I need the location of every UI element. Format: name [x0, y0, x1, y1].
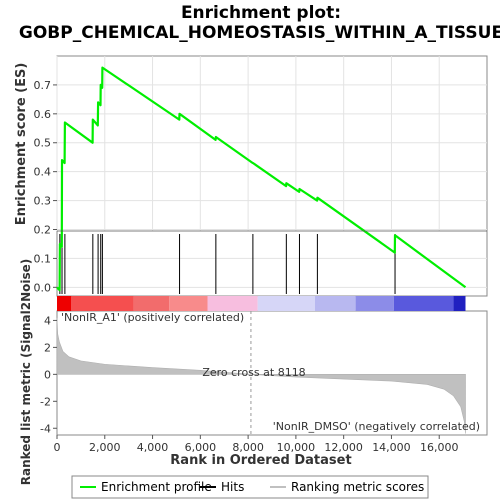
metric-tick-label: 4 [44, 314, 51, 327]
legend-label: Ranking metric scores [291, 480, 424, 494]
x-tick-label: 16,000 [420, 441, 459, 454]
es-axis-ticks: 0.0 0.1 0.2 0.3 0.4 0.5 0.6 0.7 [34, 79, 58, 294]
positive-correlation-label: 'NonIR_A1' (positively correlated) [61, 311, 244, 324]
x-tick-label: 4,000 [137, 441, 169, 454]
es-tick-label: 0.2 [34, 223, 52, 236]
es-tick-label: 0.1 [34, 252, 52, 265]
metric-axis-ticks: -4 -2 0 2 4 [40, 314, 57, 435]
chart-title-line2: GOBP_CHEMICAL_HOMEOSTASIS_WITHIN_A_TISSU… [19, 23, 500, 43]
heat-segment [169, 296, 207, 311]
heat-segment [208, 296, 258, 311]
x-tick-label: 2,000 [89, 441, 121, 454]
ranked-heatmap-bar [57, 296, 466, 311]
heat-segment [315, 296, 356, 311]
x-axis-label: Rank in Ordered Dataset [170, 453, 351, 468]
es-tick-label: 0.4 [34, 166, 52, 179]
metric-tick-label: 0 [44, 368, 51, 381]
heat-segment [133, 296, 169, 311]
es-y-axis-label: Enrichment score (ES) [14, 63, 29, 226]
x-tick-label: 0 [54, 441, 61, 454]
heat-segment [454, 296, 466, 311]
heat-segment [394, 296, 454, 311]
legend-label: Hits [221, 480, 244, 494]
metric-y-axis-label: Ranked list metric (Signal2Noise) [19, 259, 33, 486]
es-tick-label: 0.3 [34, 195, 52, 208]
metric-tick-label: -4 [40, 422, 51, 435]
es-tick-label: 0.6 [34, 108, 52, 121]
metric-tick-label: 2 [44, 341, 51, 354]
heat-segment [57, 296, 71, 311]
metric-tick-label: -2 [40, 395, 51, 408]
heat-segment [356, 296, 394, 311]
x-tick-label: 14,000 [372, 441, 411, 454]
es-tick-label: 0.5 [34, 137, 52, 150]
es-tick-label: 0.0 [34, 281, 52, 294]
zero-cross-label: Zero cross at 8118 [202, 366, 305, 379]
heat-segment [71, 296, 133, 311]
chart-title-line1: Enrichment plot: [181, 3, 341, 23]
heat-segment [258, 296, 315, 311]
x-axis-ticks: 0 2,000 4,000 6,000 8,000 10,000 12,000 14,000 1… [54, 435, 459, 454]
negative-correlation-label: 'NonIR_DMSO' (negatively correlated) [273, 420, 480, 433]
legend-label: Enrichment profile [101, 480, 212, 494]
es-tick-label: 0.7 [34, 79, 52, 92]
